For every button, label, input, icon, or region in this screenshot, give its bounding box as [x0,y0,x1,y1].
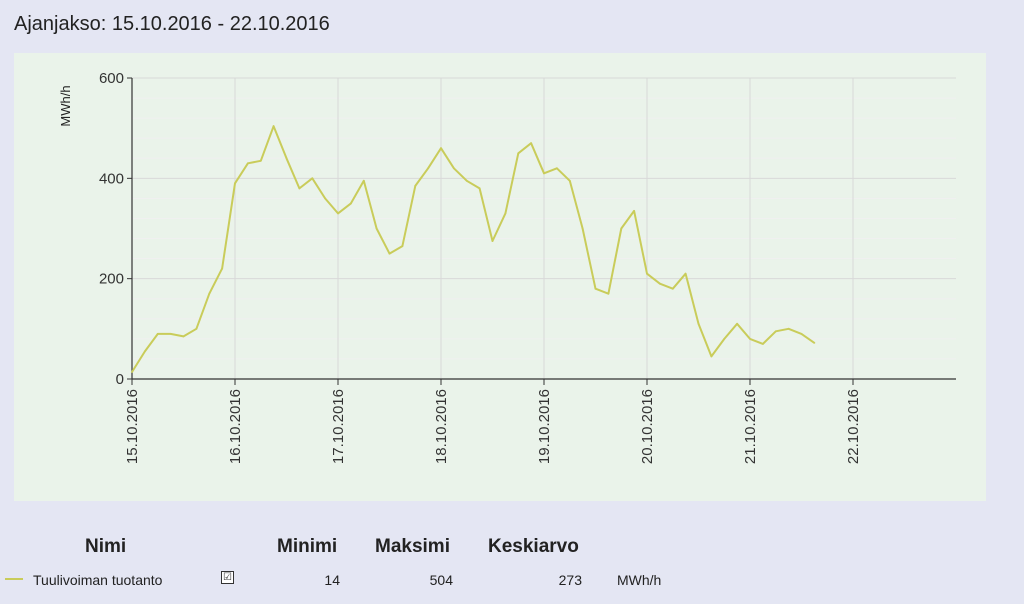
series-legend-swatch [5,578,23,580]
data-point [659,282,661,285]
wind-production-chart: 0 200 400 600 15.10.2016 16.10.2016 17.10.2016… [58,70,956,464]
series-name: Tuulivoiman tuotanto [33,572,163,588]
series-average: 273 [558,572,582,588]
y-tick-label: 600 [99,70,124,87]
data-point [195,327,198,330]
data-point [517,152,520,155]
data-point [607,292,610,295]
data-point [453,167,455,170]
data-point [311,177,314,180]
data-point [169,333,172,335]
y-tick-label: 0 [116,371,124,388]
data-point [350,202,352,205]
data-point [543,172,545,175]
data-point [144,350,146,353]
data-point [556,167,558,170]
data-point [131,371,133,373]
y-axis-label: MWh/h [58,85,73,126]
data-point [362,179,365,182]
x-tick-label: 16.10.2016 [227,389,244,464]
data-point [272,125,275,128]
data-point [375,227,378,230]
header-minimum: Minimi [277,536,338,557]
data-point [697,322,700,325]
series-layer [131,125,816,373]
data-point [671,287,674,290]
data-point [414,185,417,187]
x-tick-label: 22.10.2016 [845,389,862,464]
grid-lines [131,77,956,380]
x-tick-label: 19.10.2016 [536,389,553,464]
data-point [478,187,481,190]
header-average: Keskiarvo [488,536,579,557]
data-point [787,327,790,330]
series-maximum: 504 [429,572,453,588]
data-point [298,187,301,190]
data-point [221,267,224,270]
data-point [182,335,185,338]
data-point [324,197,326,200]
data-point [723,338,726,340]
series-unit: MWh/h [617,572,662,588]
series-minimum: 14 [324,572,340,588]
data-point [401,245,404,248]
data-point [749,338,751,340]
data-point [594,287,597,290]
tick-labels: 0 200 400 600 15.10.2016 16.10.2016 17.10.2016… [58,70,862,464]
data-point [337,212,339,215]
series-visibility-checkbox[interactable]: ☑ [221,571,234,584]
chart-panel: 0 200 400 600 15.10.2016 16.10.2016 17.10.2016… [14,53,986,501]
data-point [774,330,777,333]
data-point [620,227,623,230]
y-tick-label: 200 [99,271,124,288]
data-point [736,322,738,325]
data-point [234,182,236,185]
x-tick-label: 17.10.2016 [330,389,347,464]
y-tick-label: 400 [99,170,124,187]
data-point [762,343,764,345]
data-point [800,333,803,335]
data-point [259,159,262,162]
data-point [568,179,571,182]
data-point [504,212,507,215]
data-point [247,162,249,165]
x-tick-label: 15.10.2016 [124,389,141,464]
data-point [491,240,494,242]
data-point [285,157,288,160]
series-line [131,125,815,373]
header-maximum: Maksimi [375,536,450,557]
data-point [156,333,159,335]
data-point [440,147,442,150]
data-point [633,210,635,212]
data-point [427,167,429,170]
axes [127,77,956,385]
x-tick-label: 21.10.2016 [742,389,759,464]
x-tick-label: 18.10.2016 [433,389,450,464]
summary-table: Nimi Minimi Maksimi Keskiarvo Tuulivoima… [0,530,1024,604]
data-point [646,272,648,275]
data-point [465,179,468,182]
data-point [208,292,211,295]
data-point [581,227,584,230]
data-point [710,355,713,358]
data-point [813,342,816,344]
data-point [530,142,532,145]
header-name: Nimi [85,536,127,557]
period-label: Ajanjakso: 15.10.2016 - 22.10.2016 [14,13,330,35]
data-point [388,252,391,255]
x-tick-label: 20.10.2016 [639,389,656,464]
data-point [684,272,687,275]
